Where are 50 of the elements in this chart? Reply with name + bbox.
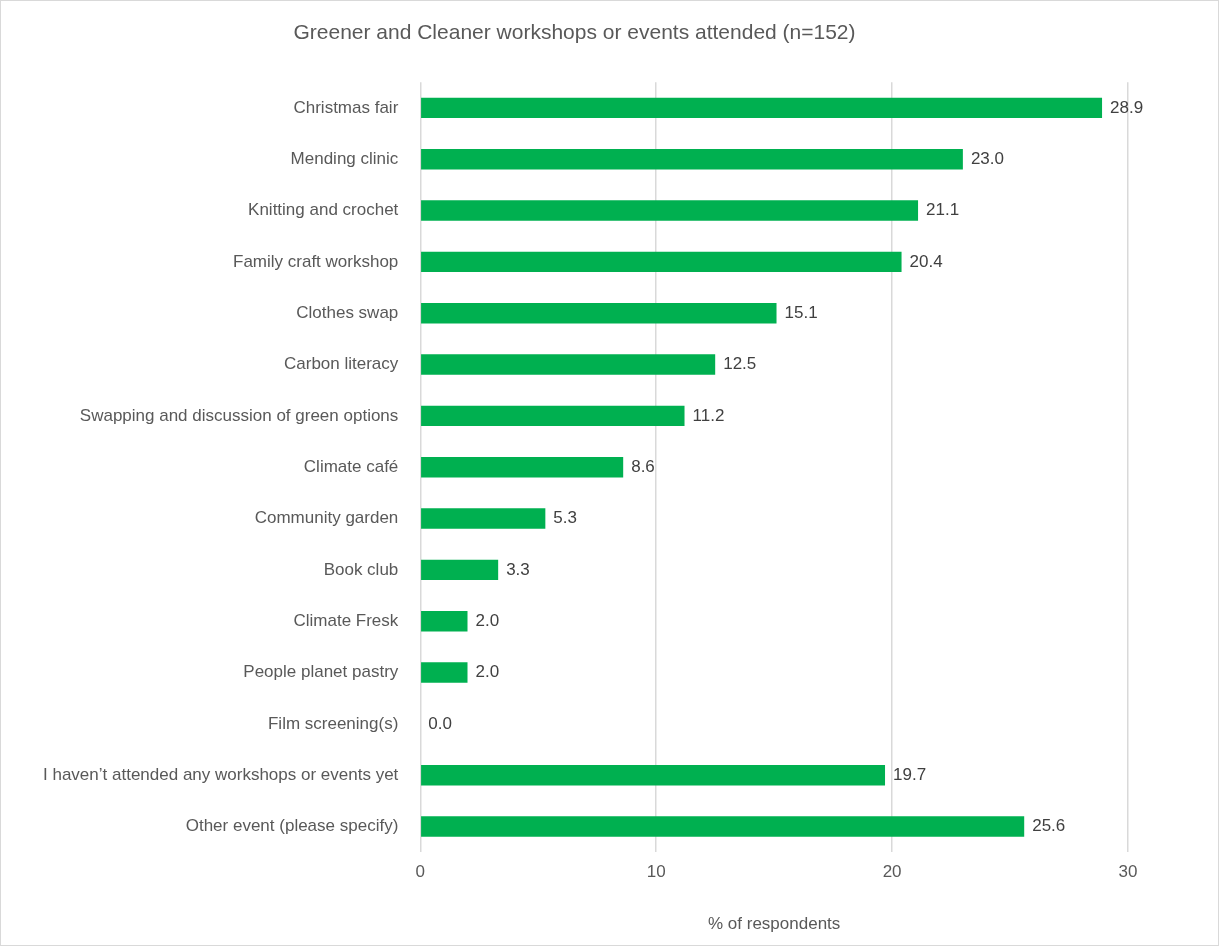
y-tick-label: I haven’t attended any workshops or events yet xyxy=(43,764,399,784)
y-tick-label: Carbon literacy xyxy=(284,354,399,374)
y-tick-label: Climate café xyxy=(303,456,399,476)
x-tick-label: 0 xyxy=(415,862,426,882)
x-tick-label: 10 xyxy=(646,862,666,882)
bar xyxy=(421,97,1103,119)
data-label: 3.3 xyxy=(506,559,530,579)
x-axis-title: % of respondents xyxy=(708,914,841,934)
y-tick-label: Community garden xyxy=(254,508,399,528)
data-label: 15.1 xyxy=(784,302,818,322)
chart-title: Greener and Cleaner workshops or events attended (n=152) xyxy=(293,20,856,44)
y-tick-label: Knitting and crochet xyxy=(248,200,399,220)
bar xyxy=(421,456,624,478)
data-label: 21.1 xyxy=(926,200,960,220)
bar xyxy=(421,508,546,529)
x-tick-label: 20 xyxy=(882,862,902,882)
bar xyxy=(421,610,468,632)
data-label: 25.6 xyxy=(1032,816,1066,836)
data-label: 11.2 xyxy=(692,405,725,425)
bar xyxy=(421,148,963,170)
bar xyxy=(421,354,716,375)
y-tick-label: Christmas fair xyxy=(293,97,399,117)
bar xyxy=(421,405,685,427)
bar xyxy=(421,559,499,581)
data-label: 12.5 xyxy=(723,354,757,374)
data-label: 20.4 xyxy=(909,251,943,271)
y-tick-label: Swapping and discussion of green options xyxy=(79,405,399,425)
x-tick-label: 30 xyxy=(1118,862,1138,882)
bar xyxy=(421,200,919,221)
data-label: 23.0 xyxy=(970,148,1004,168)
bar xyxy=(421,662,468,683)
y-tick-label: Family craft workshop xyxy=(233,251,399,271)
y-tick-label: Mending clinic xyxy=(290,148,399,168)
data-label: 8.6 xyxy=(631,456,655,476)
bar xyxy=(421,764,886,786)
data-label: 5.3 xyxy=(553,508,577,528)
y-tick-label: Clothes swap xyxy=(296,302,399,322)
data-label: 28.9 xyxy=(1110,97,1144,117)
data-label: 0.0 xyxy=(428,713,452,733)
data-label: 2.0 xyxy=(475,610,500,630)
data-label: 19.7 xyxy=(893,764,927,784)
bar xyxy=(421,816,1025,837)
y-tick-label: People planet pastry xyxy=(243,662,399,682)
bar xyxy=(421,302,777,324)
y-tick-label: Climate Fresk xyxy=(293,610,399,630)
bar xyxy=(421,251,902,273)
y-tick-label: Film screening(s) xyxy=(267,713,399,733)
data-label: 2.0 xyxy=(475,662,500,682)
y-tick-label: Other event (please specify) xyxy=(185,816,399,836)
y-tick-label: Book club xyxy=(323,559,399,579)
